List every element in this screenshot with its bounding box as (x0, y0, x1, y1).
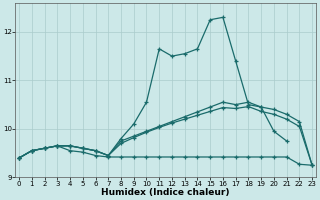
X-axis label: Humidex (Indice chaleur): Humidex (Indice chaleur) (101, 188, 230, 197)
